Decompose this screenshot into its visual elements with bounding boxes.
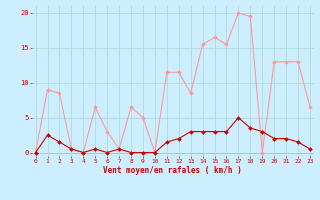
X-axis label: Vent moyen/en rafales ( km/h ): Vent moyen/en rafales ( km/h ): [103, 166, 242, 175]
